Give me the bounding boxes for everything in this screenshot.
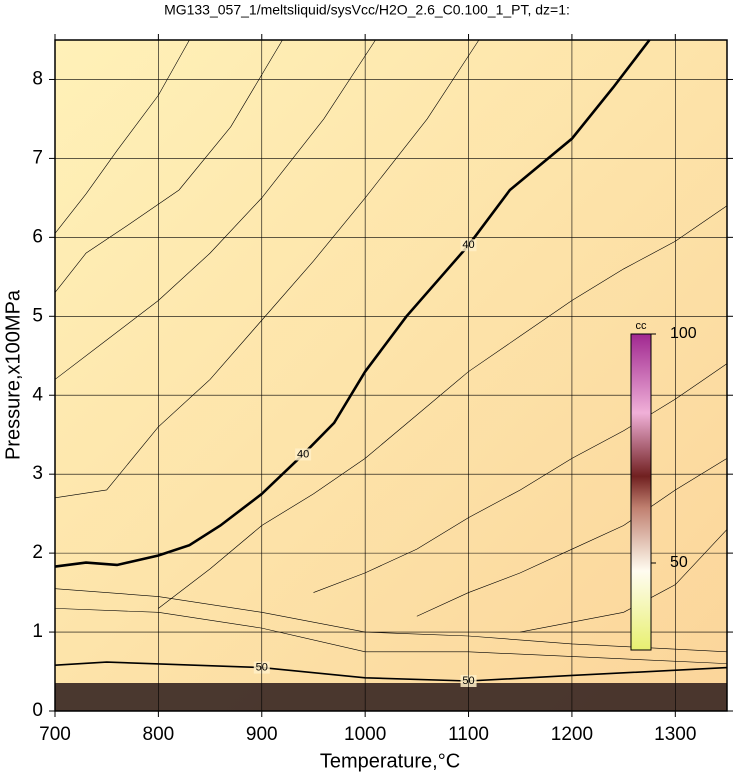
x-tick-label: 1300: [654, 724, 696, 745]
contour-line: [158, 205, 728, 609]
y-tick-label: 6: [32, 226, 43, 247]
contour-line: [54, 39, 283, 293]
y-tick-label: 3: [32, 463, 43, 484]
x-tick-label: 700: [39, 724, 71, 745]
y-tick-label: 4: [32, 384, 43, 405]
contour-line: [313, 363, 728, 593]
y-tick-label: 8: [32, 68, 43, 89]
dense-contour-band: [55, 683, 727, 711]
contour-label-bg: [295, 448, 312, 461]
x-tick-label: 1000: [344, 724, 386, 745]
contour-line: [54, 608, 728, 664]
contour-label: 40: [297, 448, 309, 460]
contour-line: [54, 39, 376, 380]
colorbar-tick-label: 50: [670, 554, 688, 571]
x-tick-label: 1100: [448, 724, 489, 745]
y-tick-label: 5: [32, 305, 43, 326]
y-tick-label: 7: [32, 147, 43, 168]
y-tick-label: 1: [32, 621, 43, 642]
y-axis-label: Pressure,x100MPa: [2, 289, 24, 460]
x-tick-label: 900: [246, 724, 278, 745]
x-tick-label: 800: [143, 724, 175, 745]
contour-line: [54, 39, 190, 234]
x-axis-label: Temperature,°C: [320, 750, 460, 772]
colorbar-label: cc: [636, 320, 648, 332]
chart-title: MG133_057_1/meltsliquid/sysVcc/H2O_2.6_C…: [164, 2, 570, 18]
x-tick-label: 1200: [551, 724, 593, 745]
plot-frame: [54, 39, 728, 712]
colorbar: [630, 333, 652, 651]
y-tick-label: 2: [32, 542, 43, 563]
contour-line: [54, 39, 651, 568]
y-tick-label: 0: [32, 700, 43, 721]
plot-background: [55, 40, 727, 711]
colorbar-tick-label: 100: [670, 325, 697, 342]
